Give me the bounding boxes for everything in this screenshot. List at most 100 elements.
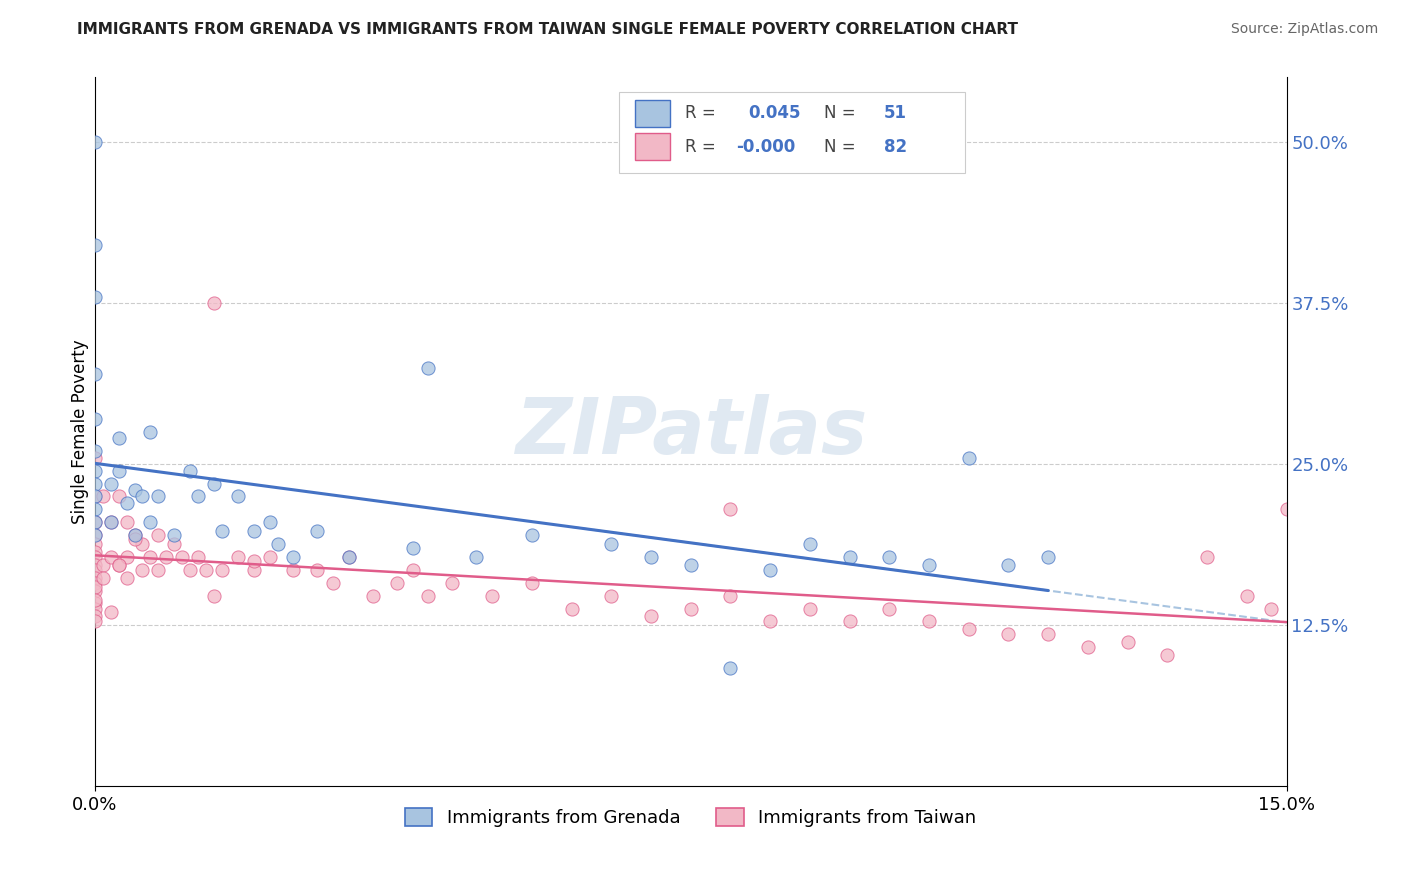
Point [83,580,105,594]
Text: 0.045: 0.045 [748,103,800,122]
Point [83,545,105,559]
Point [679,601,702,615]
Bar [634,100,671,127]
Point [560,601,582,615]
Point [83,515,105,529]
Point [242,554,264,568]
Point [91,558,114,572]
Point [100,606,122,620]
Point [148,490,170,504]
Point [83,502,105,516]
Point [1077,640,1099,655]
Point [107,464,129,478]
Text: N =: N = [824,138,856,156]
Point [283,549,305,564]
Point [139,425,162,439]
Point [115,515,138,529]
Text: R =: R = [685,138,716,156]
Point [83,490,105,504]
Text: Source: ZipAtlas.com: Source: ZipAtlas.com [1230,22,1378,37]
Point [124,528,146,542]
Text: -0.000: -0.000 [735,138,796,156]
Point [418,589,440,603]
Point [481,589,503,603]
Point [838,549,860,564]
Point [759,615,782,629]
Point [107,490,129,504]
Point [124,528,146,542]
Text: 82: 82 [884,138,907,156]
Point [91,571,114,585]
Point [83,450,105,465]
Point [465,549,488,564]
Point [997,627,1019,641]
Point [600,537,623,551]
Point [83,537,105,551]
Point [361,589,384,603]
Point [307,563,329,577]
Point [879,549,901,564]
Point [242,563,264,577]
Point [259,515,281,529]
Point [441,575,464,590]
Point [918,558,941,572]
Point [1197,549,1219,564]
Point [107,431,129,445]
Y-axis label: Single Female Poverty: Single Female Poverty [72,340,89,524]
Point [520,528,543,542]
Point [100,549,122,564]
Point [918,615,941,629]
Point [124,532,146,546]
Point [259,549,281,564]
Point [1236,589,1258,603]
FancyBboxPatch shape [619,92,965,173]
Text: 51: 51 [884,103,907,122]
Point [759,563,782,577]
Point [83,238,105,252]
Point [600,589,623,603]
Point [100,515,122,529]
Point [187,549,209,564]
Point [242,524,264,539]
Point [1156,648,1178,662]
Point [83,528,105,542]
Point [131,490,153,504]
Point [83,464,105,478]
Point [83,135,105,149]
Point [187,490,209,504]
Point [179,464,201,478]
Text: N =: N = [824,103,856,122]
Text: ZIPatlas: ZIPatlas [515,394,868,470]
Point [226,490,249,504]
Point [337,549,360,564]
Point [83,444,105,458]
Point [202,476,225,491]
Point [100,515,122,529]
Point [401,563,423,577]
Point [718,502,741,516]
Point [838,615,860,629]
Point [1116,635,1139,649]
Point [202,589,225,603]
Point [718,661,741,675]
Point [799,601,821,615]
Point [322,575,344,590]
Point [83,290,105,304]
Point [131,563,153,577]
Point [83,558,105,572]
Point [337,549,360,564]
Point [520,575,543,590]
Point [418,360,440,375]
Point [283,563,305,577]
Point [226,549,249,564]
Point [131,537,153,551]
Point [83,596,105,610]
Point [1260,601,1282,615]
Point [799,537,821,551]
Point [91,490,114,504]
Point [957,450,980,465]
Point [83,615,105,629]
Point [115,549,138,564]
Bar [634,134,671,161]
Point [100,476,122,491]
